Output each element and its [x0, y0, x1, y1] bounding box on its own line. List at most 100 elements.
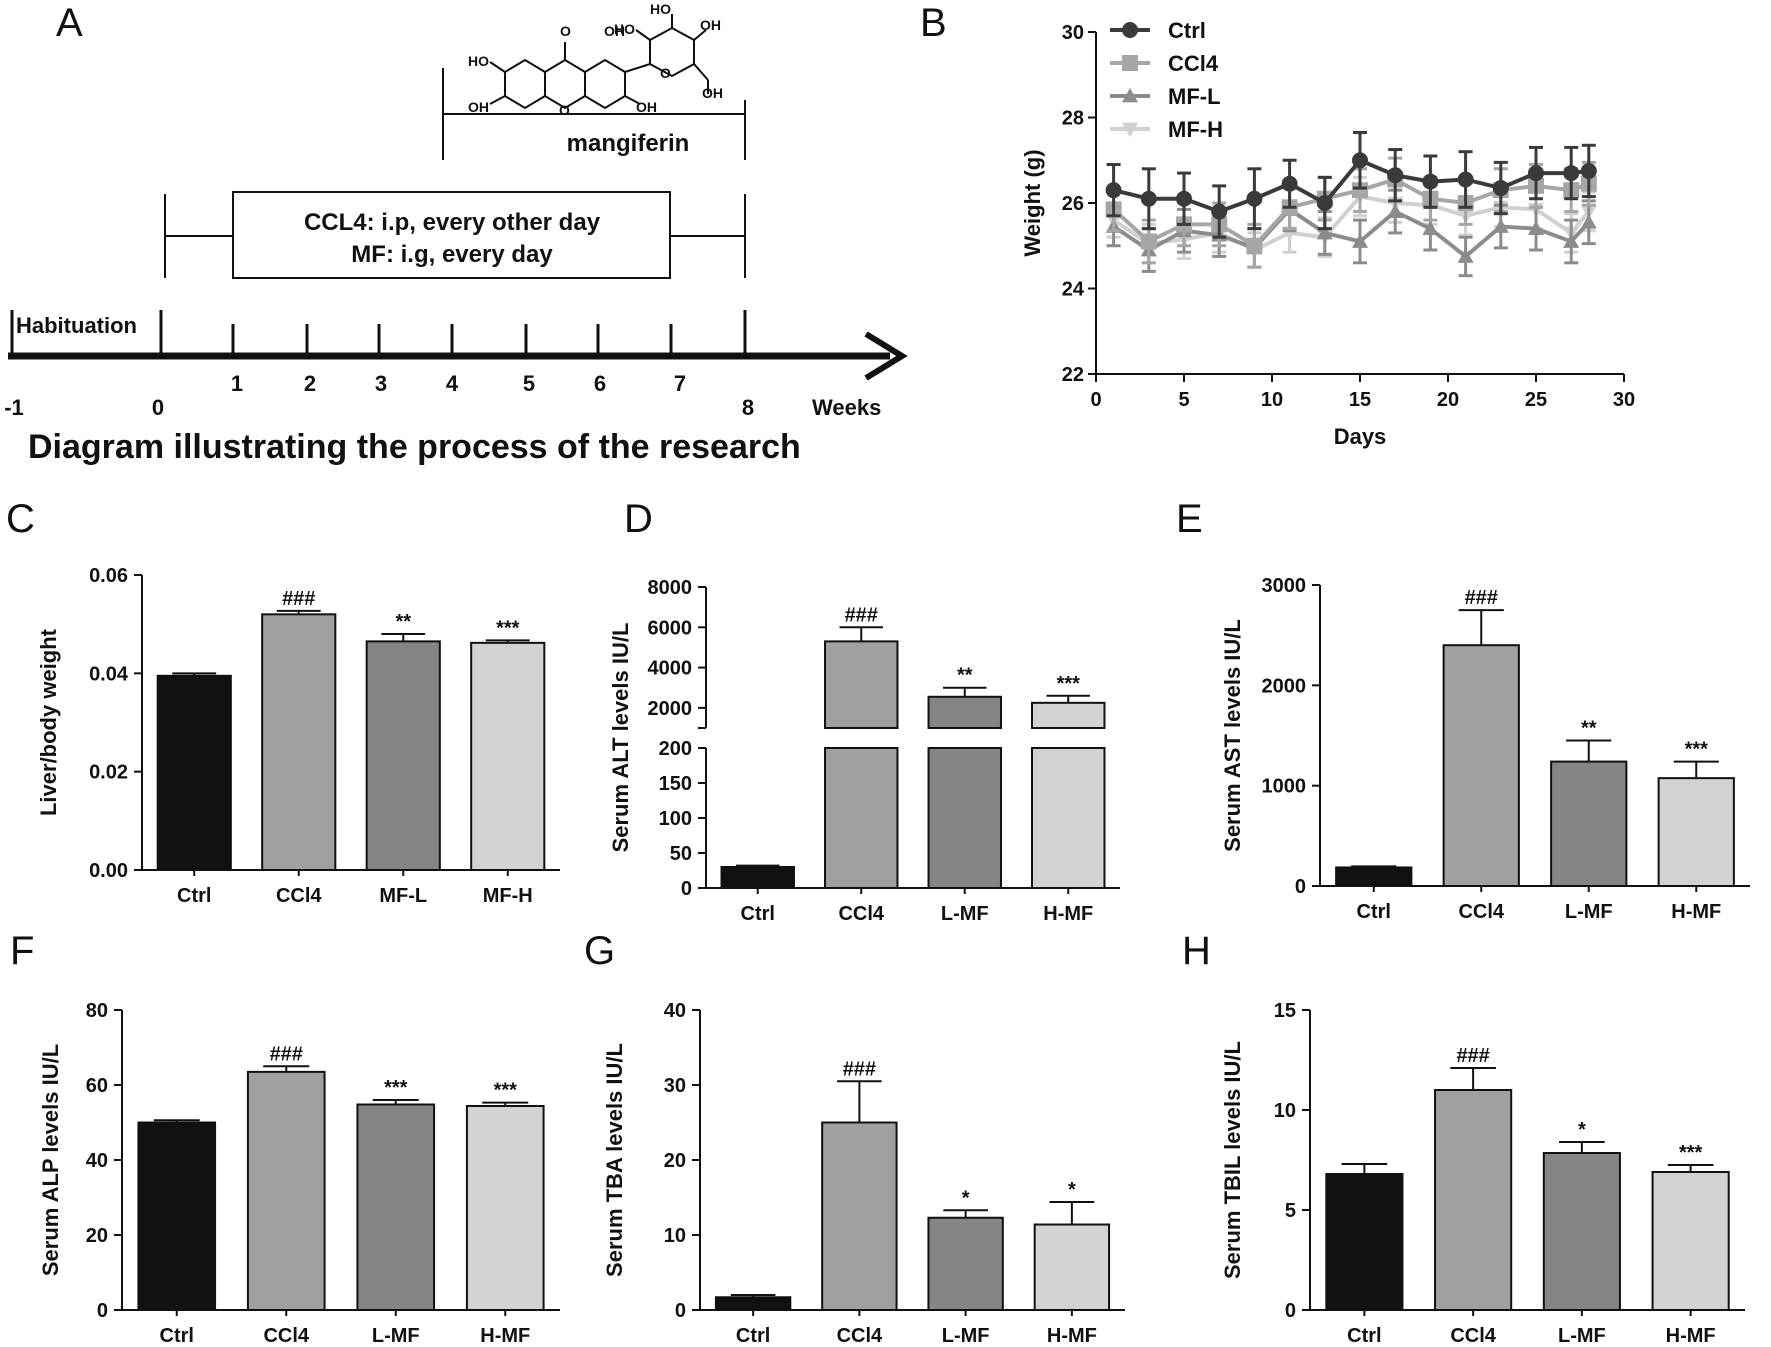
bar — [1325, 1173, 1404, 1311]
y-tick-label: 10 — [664, 1225, 686, 1247]
y-tick-label: 10 — [1274, 1100, 1296, 1122]
chart-f-serum-alp: 0 20 40 60 80 Serum ALP levels IU/L Ctrl CCl4 ##… — [38, 1000, 560, 1347]
legend-marker — [1122, 55, 1138, 71]
significance-label: *** — [1679, 1142, 1703, 1164]
bar — [927, 1216, 1004, 1311]
significance-label: ### — [845, 604, 878, 626]
chart-b-body-weight: 22 24 26 28 30 0 5 10 15 20 25 30 Days Weight (g) Ctrl… — [1020, 18, 1635, 449]
data-point — [1352, 233, 1368, 248]
y-tick-label: 0.00 — [89, 860, 128, 882]
y-tick-label: 20 — [86, 1225, 108, 1247]
y-tick-label: 60 — [86, 1075, 108, 1097]
x-tick-label: 5 — [1178, 389, 1189, 411]
x-tick-label: L-MF — [942, 1325, 990, 1347]
significance-label: ### — [843, 1058, 876, 1080]
week-label: 6 — [594, 371, 606, 396]
y-tick-label: 30 — [664, 1075, 686, 1097]
x-tick-label: H-MF — [1671, 901, 1721, 923]
panel-label-a: A — [56, 1, 83, 45]
significance-label: ### — [282, 588, 315, 610]
y-tick-label: 40 — [86, 1150, 108, 1172]
chart-e-serum-ast: 0 1000 2000 3000 Serum AST levels IU/L Ctrl CC… — [1220, 575, 1750, 923]
bar — [137, 1121, 217, 1311]
data-point — [1387, 167, 1404, 184]
y-tick-label: 6000 — [648, 617, 693, 639]
legend-label: CCl4 — [1168, 51, 1219, 76]
panel-label-h: H — [1182, 929, 1211, 973]
x-tick-label: CCl4 — [838, 903, 884, 925]
data-point — [1316, 195, 1333, 211]
y-tick-label: 8000 — [648, 577, 693, 599]
y-tick-label: 0 — [681, 878, 692, 900]
data-point — [1580, 162, 1597, 179]
x-tick-label: CCl4 — [276, 885, 322, 907]
y-tick-label: 1000 — [1262, 776, 1307, 798]
y-tick-label: 0 — [675, 1300, 686, 1322]
y-tick-label: 26 — [1062, 193, 1084, 215]
significance-label: ** — [957, 665, 973, 687]
timeline-arrowhead — [864, 331, 908, 381]
bar — [156, 674, 232, 872]
legend-marker — [1122, 88, 1138, 103]
panel-a-diagram: A O OH HO OH OH HO HO O O — [4, 1, 908, 466]
atom-label: O — [559, 102, 570, 118]
y-tick-label: 30 — [1062, 22, 1084, 44]
y-tick-label: 4000 — [648, 658, 693, 680]
x-tick-label: CCl4 — [1450, 1325, 1496, 1347]
x-tick-label: L-MF — [941, 903, 989, 925]
significance-label: *** — [1685, 739, 1709, 761]
significance-label: ** — [1581, 718, 1597, 740]
y-axis-label: Serum ALP levels IU/L — [38, 1044, 63, 1276]
significance-label: ### — [1465, 587, 1498, 609]
bar-lower-segment — [824, 747, 899, 889]
y-axis-label: Serum TBIL levels IU/L — [1220, 1041, 1245, 1279]
data-point — [1563, 233, 1580, 248]
data-point — [1352, 182, 1368, 199]
x-tick-label: 25 — [1525, 389, 1547, 411]
chart-h-serum-tbil: 0 5 10 15 Serum TBIL levels IU/L Ctrl CCl4 ### L… — [1220, 1000, 1745, 1347]
panel-label-c: C — [6, 497, 35, 541]
diagram-title: Diagram illustrating the process of the … — [28, 428, 801, 466]
y-tick-label: 50 — [670, 843, 692, 865]
data-point — [1580, 214, 1597, 229]
y-tick-label: 80 — [86, 1000, 108, 1022]
chart-g-serum-tba: 0 10 20 30 40 Serum TBA levels IU/L Ctrl CCl4 ##… — [602, 1000, 1125, 1347]
y-tick-label: 40 — [664, 1000, 686, 1022]
y-tick-label: 2000 — [1262, 675, 1307, 697]
bar-lower-segment — [927, 747, 1002, 889]
bar — [1657, 777, 1735, 887]
data-point — [1563, 165, 1580, 182]
atom-label: OH — [636, 99, 657, 115]
bar — [261, 613, 337, 871]
data-point — [1457, 248, 1474, 263]
data-point — [1176, 190, 1192, 207]
significance-label: ### — [270, 1043, 303, 1065]
bar — [1542, 1152, 1621, 1311]
y-tick-label: 24 — [1062, 279, 1085, 301]
y-tick-label: 0 — [1285, 1300, 1296, 1322]
data-point — [1316, 224, 1333, 240]
y-tick-label: 20 — [664, 1150, 686, 1172]
significance-label: * — [962, 1187, 970, 1209]
significance-label: *** — [494, 1080, 518, 1102]
x-tick-label: Ctrl — [160, 1325, 194, 1347]
bar — [356, 1103, 436, 1311]
chart-d-serum-alt: 0 50 100 150 200 2000 4000 6000 8000 Serum ALT le… — [608, 577, 1120, 925]
y-tick-label: 150 — [659, 773, 692, 795]
bar — [365, 640, 441, 871]
panel-label-f: F — [10, 929, 34, 973]
y-tick-label: 28 — [1062, 108, 1084, 130]
x-tick-label: Ctrl — [1357, 901, 1391, 923]
atom-label: HO — [468, 53, 489, 69]
x-tick-label: Ctrl — [736, 1325, 770, 1347]
x-tick-label: MF-L — [379, 885, 427, 907]
bar — [1651, 1171, 1730, 1311]
week-label: -1 — [4, 395, 24, 420]
y-tick-label: 100 — [659, 808, 692, 830]
data-point — [1528, 220, 1544, 236]
significance-label: * — [1578, 1119, 1586, 1141]
week-label: 7 — [674, 371, 686, 396]
data-point — [1457, 171, 1474, 188]
mangiferin-structure-icon — [489, 14, 709, 110]
data-point — [1281, 175, 1298, 192]
